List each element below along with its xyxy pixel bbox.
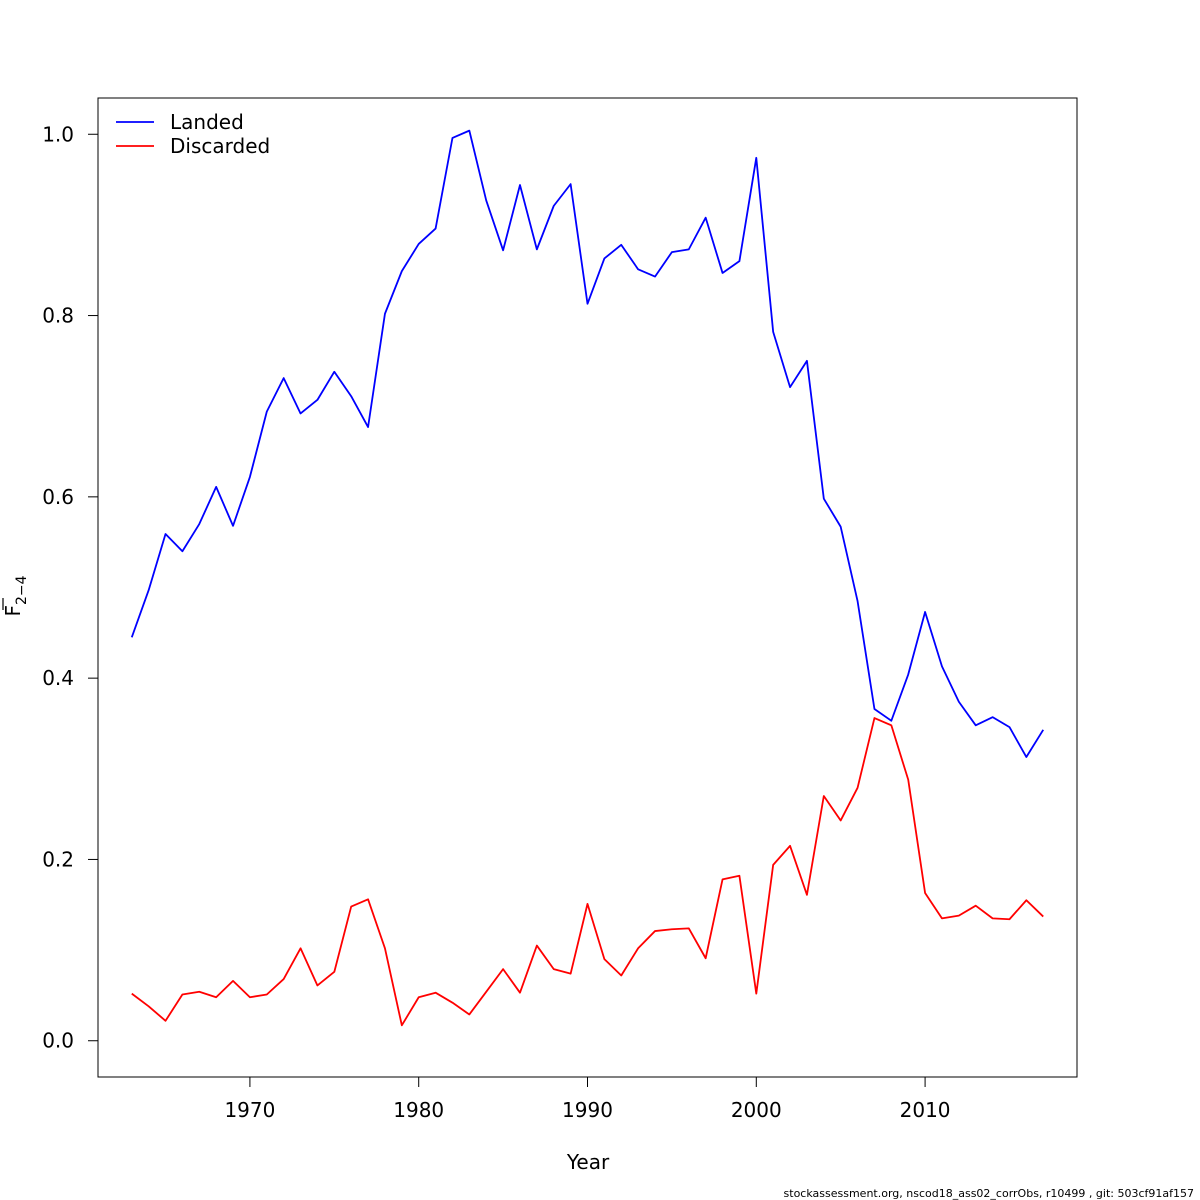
y-axis-label-main: F xyxy=(1,605,25,617)
x-tick-label: 1970 xyxy=(224,1098,275,1122)
y-tick-label: 0.4 xyxy=(42,666,74,690)
series-line-discarded xyxy=(131,717,1044,1027)
x-tick-label: 1980 xyxy=(393,1098,444,1122)
legend-label-landed: Landed xyxy=(170,110,244,134)
x-tick-label: 2000 xyxy=(731,1098,782,1122)
y-tick-label: 0.6 xyxy=(42,485,74,509)
y-tick-label: 0.2 xyxy=(42,847,74,871)
y-axis: 0.0 0.2 0.4 0.6 0.8 1.0 xyxy=(42,122,99,1053)
svg-text:F2−4: F2−4 xyxy=(1,575,30,616)
x-tick-label: 2010 xyxy=(900,1098,951,1122)
y-tick-label: 0.8 xyxy=(42,304,74,328)
y-tick-label: 1.0 xyxy=(42,122,74,146)
y-tick-label: 0.0 xyxy=(42,1029,74,1053)
y-axis-label: F2−4 xyxy=(1,575,30,616)
series-line-landed xyxy=(130,129,1045,758)
x-axis: 1970 1980 1990 2000 2010 xyxy=(224,1076,951,1122)
legend: Landed Discarded xyxy=(116,110,270,158)
x-axis-label: Year xyxy=(566,1150,610,1174)
x-tick-label: 1990 xyxy=(562,1098,613,1122)
footer-text: stockassessment.org, nscod18_ass02_corrO… xyxy=(784,1187,1194,1200)
plot-frame xyxy=(97,97,1078,1078)
legend-label-discarded: Discarded xyxy=(170,134,270,158)
y-axis-label-subscript: 2−4 xyxy=(14,575,30,605)
series-layer xyxy=(130,129,1045,1027)
